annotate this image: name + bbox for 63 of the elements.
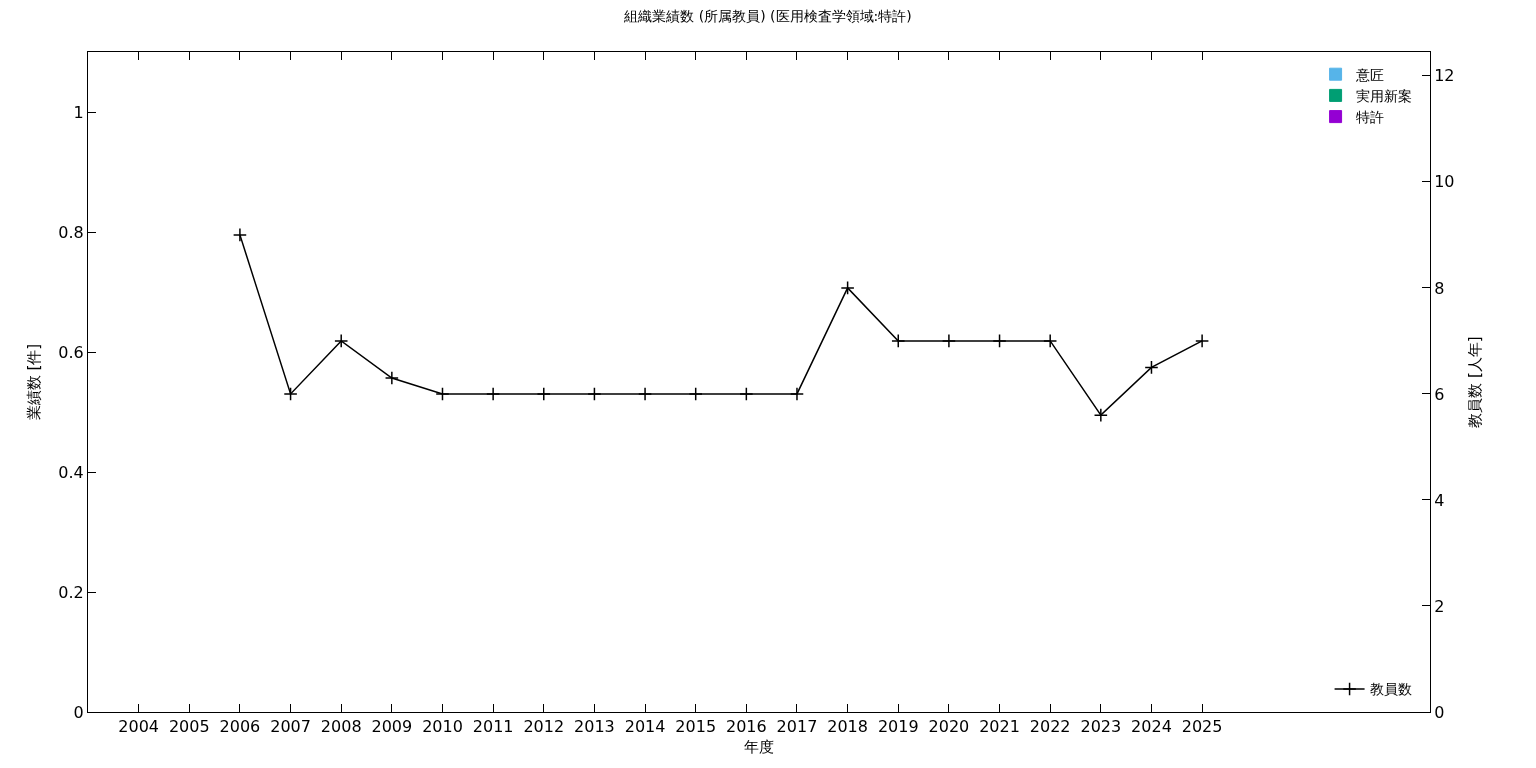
point — [638, 386, 653, 401]
legend-label: 実用新案 — [1355, 87, 1412, 104]
x-tick-label: 2023 — [1080, 717, 1122, 737]
y-tick-label: 1 — [73, 102, 84, 122]
y-tick-label: 0.8 — [58, 222, 84, 242]
x-tick-label: 2016 — [725, 717, 767, 737]
x-tick-label: 2025 — [1181, 717, 1223, 737]
y2-tick-label: 2 — [1434, 596, 1445, 616]
point — [536, 386, 551, 401]
x-tick-label: 2012 — [523, 717, 565, 737]
point — [941, 333, 956, 348]
y-tick-label: 0 — [73, 702, 84, 722]
x-tick-label: 2007 — [270, 717, 311, 737]
point — [435, 386, 450, 401]
x-tick-label: 2020 — [928, 717, 970, 737]
y2-tick-label: 10 — [1434, 172, 1455, 192]
point — [334, 333, 349, 348]
point — [1195, 333, 1210, 348]
point — [688, 386, 703, 401]
y-tick-label: 0.4 — [58, 462, 84, 482]
y2-tick-label: 0 — [1434, 702, 1445, 722]
point — [840, 280, 855, 295]
point — [739, 386, 754, 401]
x-tick-label: 2014 — [624, 717, 666, 737]
x-axis-title: 年度 — [744, 738, 774, 757]
x-tick-label: 2015 — [675, 717, 717, 737]
x-tick-label: 2010 — [422, 717, 463, 737]
x-tick-label: 2006 — [219, 717, 261, 737]
point — [384, 370, 399, 386]
x-tick-label: 2019 — [877, 717, 919, 737]
y2-axis-title: 教員数 [人年] — [1465, 336, 1484, 428]
x-tick-label: 2004 — [118, 717, 159, 737]
x-tick-label: 2024 — [1131, 717, 1172, 737]
point — [1093, 408, 1108, 423]
point — [1144, 360, 1159, 375]
point — [486, 386, 501, 401]
point — [232, 227, 247, 242]
point — [283, 386, 298, 401]
x-tick-label: 2021 — [979, 717, 1020, 737]
y-tick-label: 0.2 — [58, 582, 84, 602]
x-tick-label: 2005 — [168, 717, 210, 737]
point — [587, 386, 602, 401]
legend-label: 意匠 — [1354, 66, 1384, 83]
legend-label: 教員数 — [1369, 681, 1412, 698]
x-tick-label: 2018 — [827, 717, 868, 737]
point — [789, 386, 805, 401]
chart-title: 組織業績数 (所属教員) (医用検査学領域:特許) — [623, 8, 912, 25]
y2-tick-label: 6 — [1434, 384, 1445, 404]
point — [1043, 333, 1058, 348]
x-tick-label: 2009 — [371, 717, 413, 737]
y2-tick-label: 4 — [1434, 490, 1445, 510]
x-tick-label: 2013 — [574, 717, 615, 737]
x-tick-label: 2008 — [320, 717, 362, 737]
y2-tick-label: 12 — [1434, 66, 1455, 86]
point — [992, 333, 1007, 348]
y-tick-label: 0.6 — [58, 342, 84, 362]
point — [891, 333, 906, 348]
x-tick-label: 2011 — [472, 717, 514, 737]
legend-label: 特許 — [1355, 109, 1384, 126]
x-tick-label: 2022 — [1029, 717, 1071, 737]
x-tick-label: 2017 — [776, 717, 818, 737]
y2-tick-label: 8 — [1434, 278, 1445, 298]
y-axis-title: 業績数 [件] — [24, 343, 43, 421]
